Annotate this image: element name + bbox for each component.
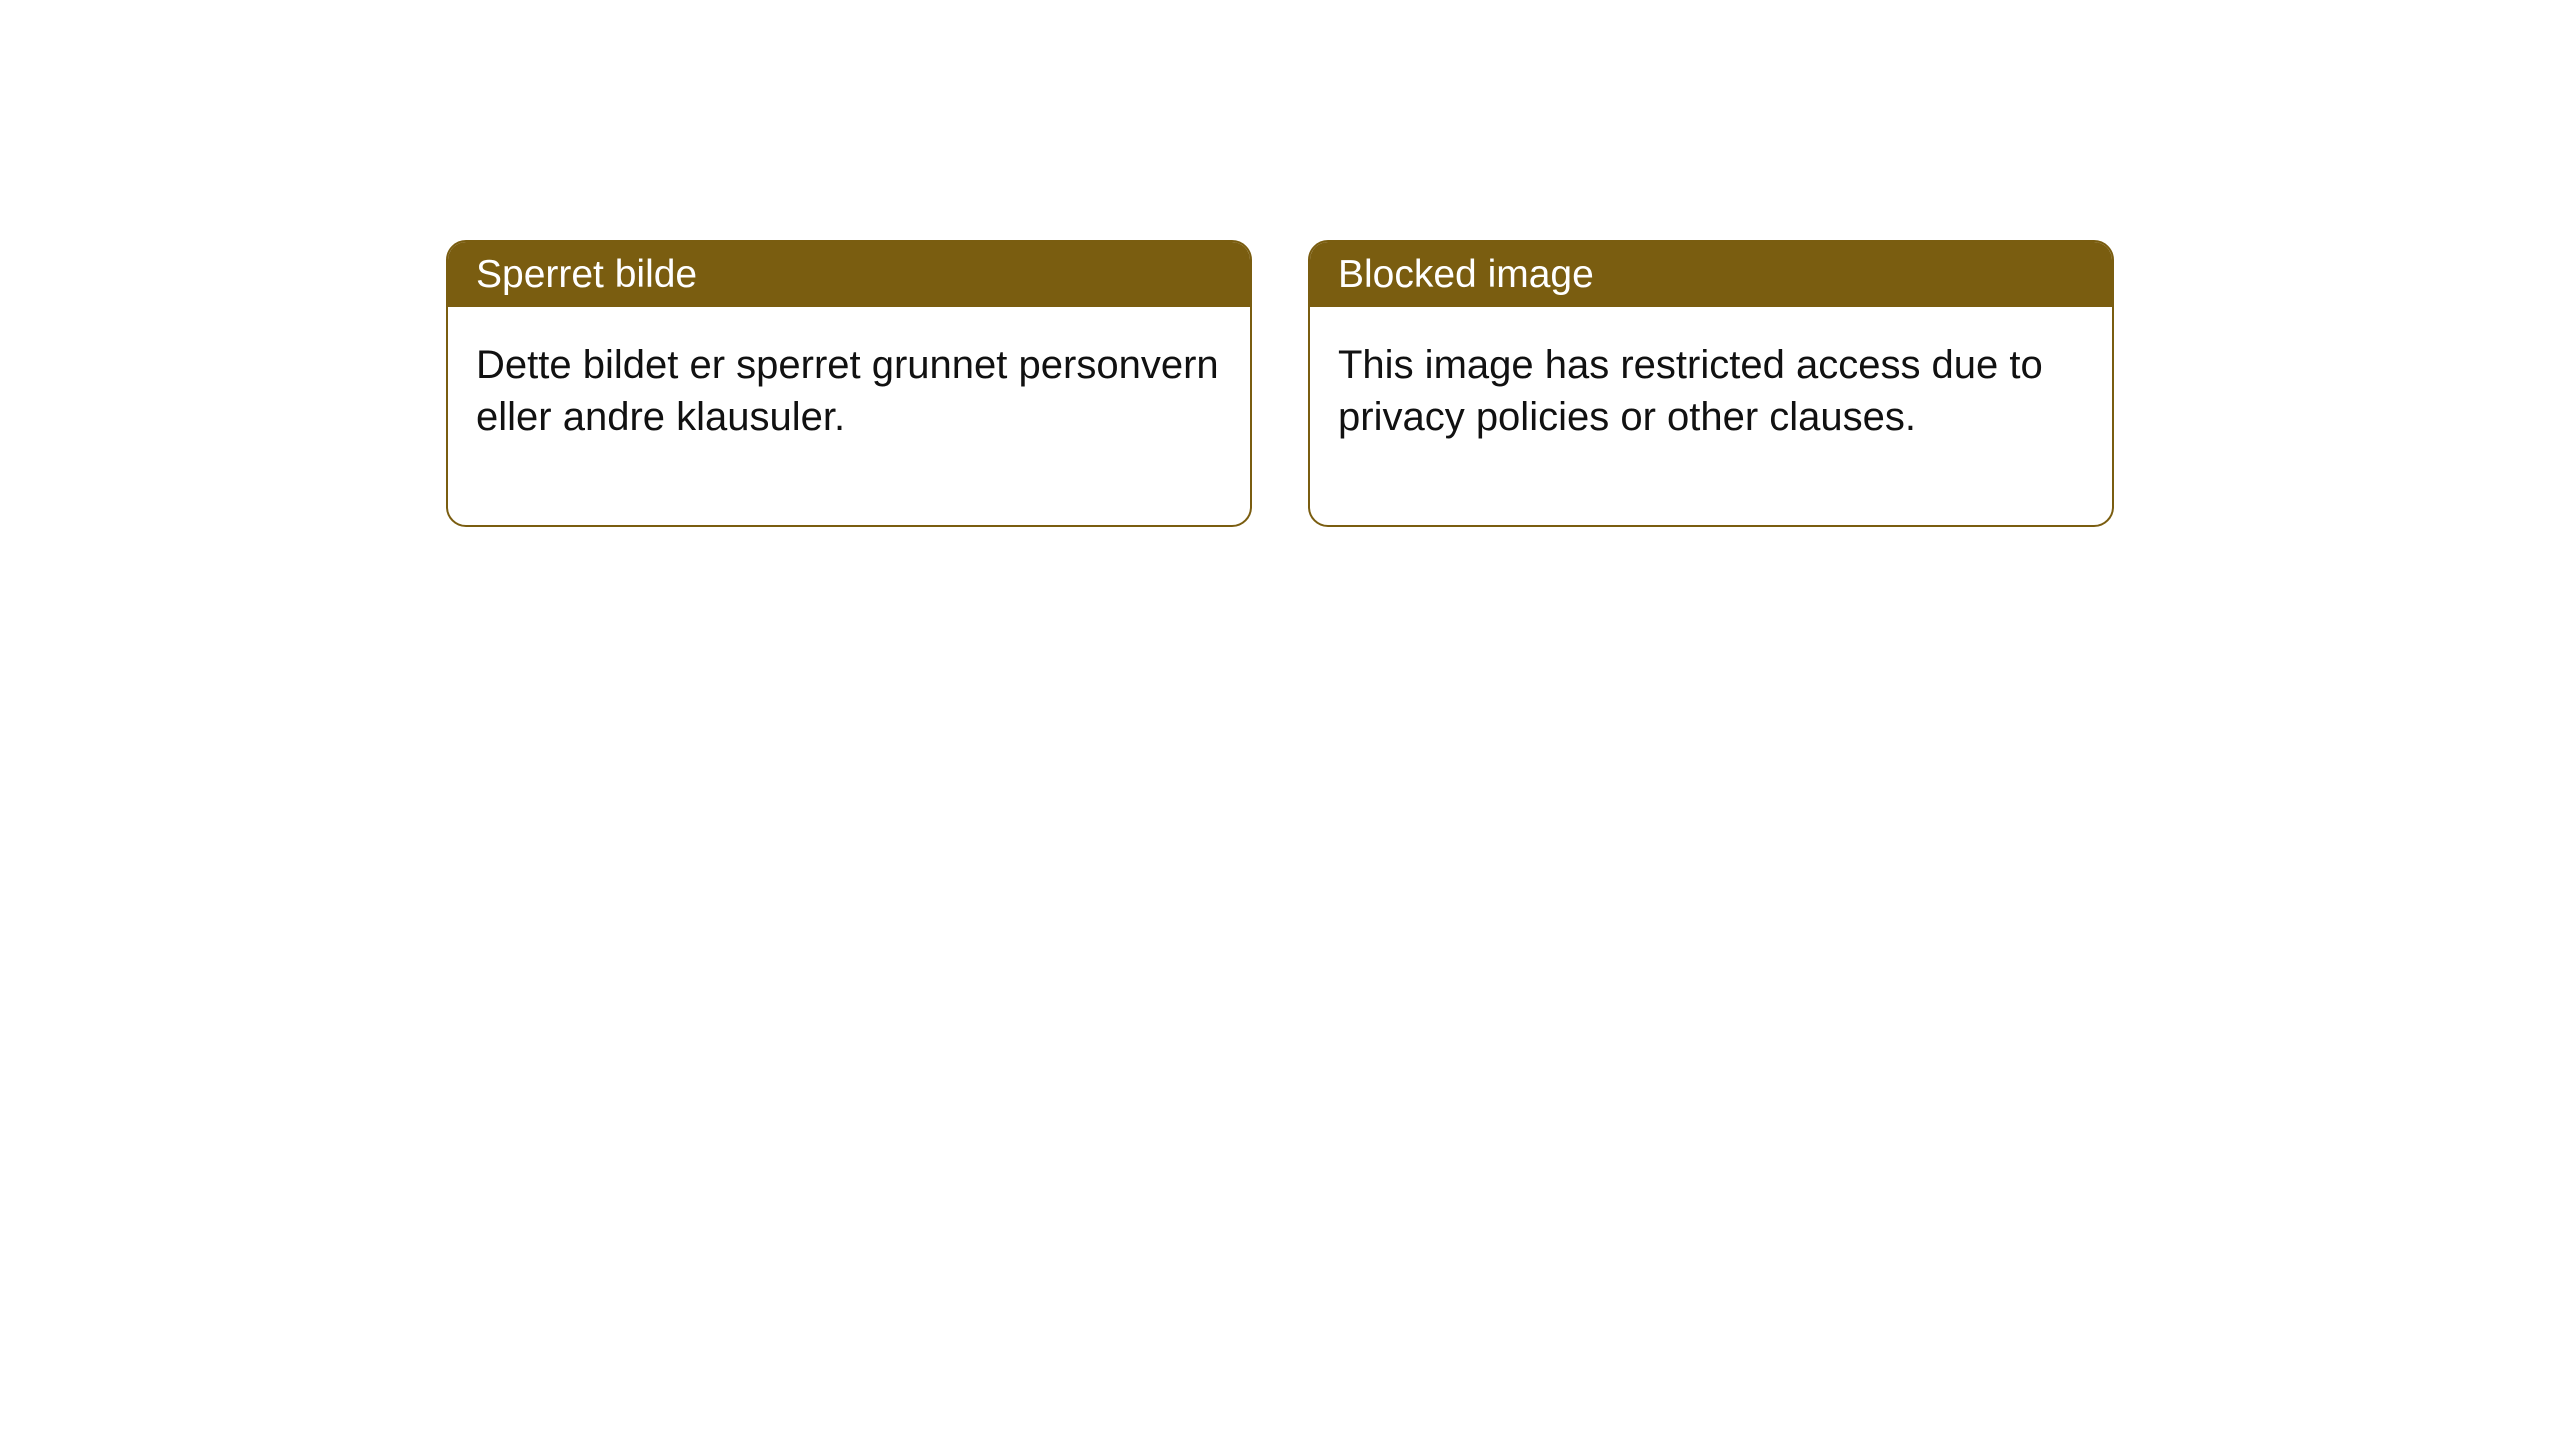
card-body-no: Dette bildet er sperret grunnet personve… [448, 307, 1250, 525]
card-title-en: Blocked image [1310, 242, 2112, 307]
notice-card-en: Blocked image This image has restricted … [1308, 240, 2114, 527]
card-title-no: Sperret bilde [448, 242, 1250, 307]
card-body-en: This image has restricted access due to … [1310, 307, 2112, 525]
notice-cards-container: Sperret bilde Dette bildet er sperret gr… [446, 240, 2560, 527]
notice-card-no: Sperret bilde Dette bildet er sperret gr… [446, 240, 1252, 527]
